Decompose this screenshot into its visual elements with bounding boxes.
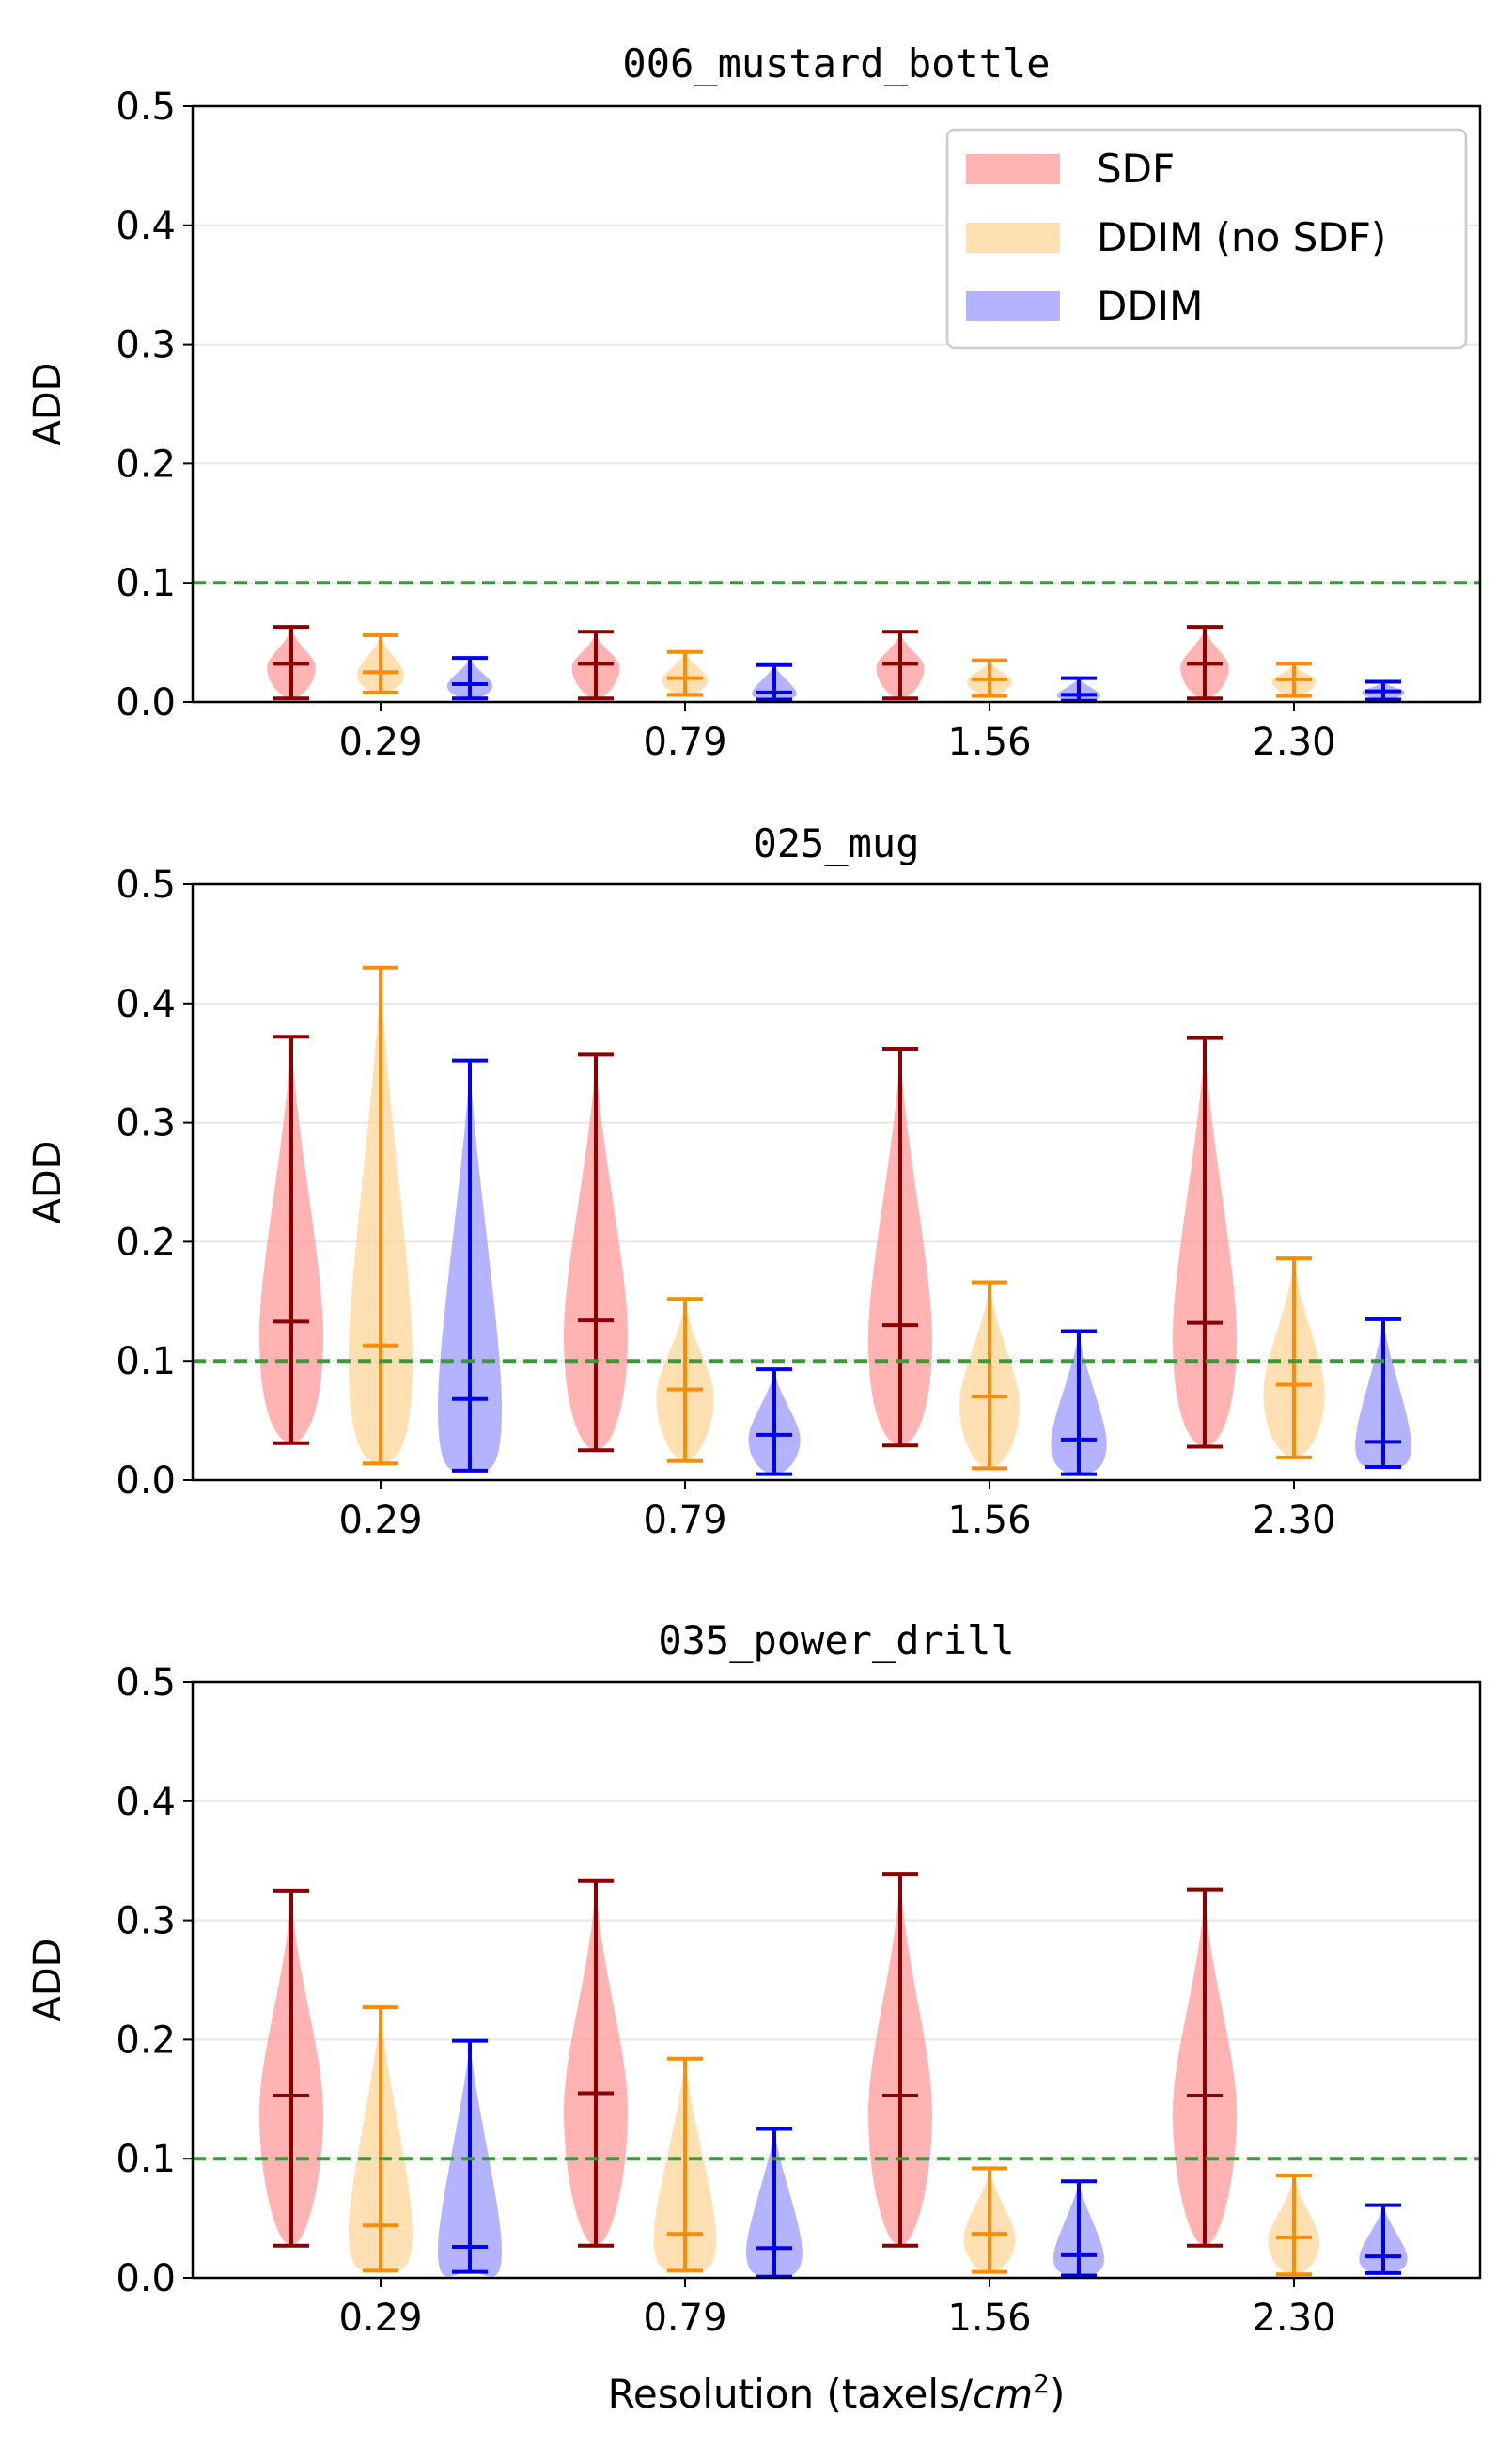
axes-frame — [191, 104, 1482, 704]
panel-1: 0.0 0.1 0.2 0.3 0.4 0.5 0.29 0.79 1.56 2.30 006_mu… — [26, 40, 1482, 764]
y-tick-label: 0.0 — [116, 2257, 176, 2300]
x-tick-label: 1.56 — [947, 721, 1031, 764]
x-axis-label-close: ) — [1050, 2371, 1065, 2417]
y-tick-label: 0.3 — [116, 324, 176, 367]
y-tick-label: 0.1 — [116, 562, 176, 605]
x-tick-label: 2.30 — [1252, 721, 1335, 764]
panel-2: 0.0 0.1 0.2 0.3 0.4 0.5 0.29 0.79 1.56 2.30 025_mu… — [26, 820, 1482, 1542]
y-tick-label: 0.0 — [116, 681, 176, 725]
y-tick-label: 0.2 — [116, 443, 176, 486]
x-axis-label-exponent: 2 — [1033, 2368, 1050, 2399]
y-tick-label: 0.2 — [116, 2018, 176, 2062]
y-tick-label: 0.0 — [116, 1459, 176, 1503]
panel-title: 025_mug — [753, 820, 919, 866]
panel-title: 035_power_drill — [658, 1617, 1014, 1663]
y-tick-label: 0.3 — [116, 1900, 176, 1943]
x-axis-label-unit: cm — [973, 2371, 1033, 2417]
legend-box — [945, 128, 1468, 350]
x-tick-label: 1.56 — [947, 2297, 1031, 2340]
x-tick-label: 0.29 — [338, 721, 422, 764]
y-tick-label: 0.5 — [116, 864, 176, 907]
y-tick-label: 0.4 — [116, 983, 176, 1026]
y-tick-label: 0.2 — [116, 1221, 176, 1264]
x-tick-label: 0.29 — [338, 2297, 422, 2340]
y-tick-label: 0.1 — [116, 1340, 176, 1383]
legend-label: DDIM — [1097, 283, 1203, 329]
y-tick-label: 0.4 — [116, 205, 176, 248]
panel-title: 006_mustard_bottle — [622, 40, 1050, 86]
y-axis-label: ADD — [26, 1141, 70, 1224]
legend-swatch — [966, 291, 1060, 321]
y-axis-label: ADD — [26, 1939, 70, 2022]
x-tick-label: 2.30 — [1252, 2297, 1335, 2340]
y-axis-label: ADD — [26, 363, 70, 446]
y-tick-label: 0.5 — [116, 1661, 176, 1705]
legend-label: DDIM (no SDF) — [1097, 214, 1386, 260]
y-tick-label: 0.4 — [116, 1781, 176, 1824]
axes-frame — [191, 882, 1482, 1482]
x-tick-label: 0.79 — [643, 2297, 726, 2340]
legend-label: SDF — [1097, 146, 1175, 192]
x-tick-label: 0.79 — [643, 721, 726, 764]
x-tick-label: 0.79 — [643, 1499, 726, 1542]
y-tick-label: 0.1 — [116, 2138, 176, 2181]
legend: SDF DDIM (no SDF) DDIM — [945, 128, 1468, 350]
y-tick-label: 0.5 — [116, 86, 176, 129]
x-tick-label: 1.56 — [947, 1499, 1031, 1542]
legend-swatch — [966, 154, 1060, 184]
x-tick-label: 2.30 — [1252, 1499, 1335, 1542]
x-axis-label: Resolution (taxels/cm2) — [608, 2368, 1066, 2418]
legend-swatch — [966, 223, 1060, 253]
y-tick-label: 0.3 — [116, 1102, 176, 1146]
panel-3: 0.0 0.1 0.2 0.3 0.4 0.5 0.29 0.79 1.56 2.30 035_po… — [26, 1617, 1482, 2340]
x-tick-label: 0.29 — [338, 1499, 422, 1542]
x-axis-label-text: Resolution (taxels/ — [608, 2371, 974, 2417]
axes-frame — [191, 1680, 1482, 2280]
